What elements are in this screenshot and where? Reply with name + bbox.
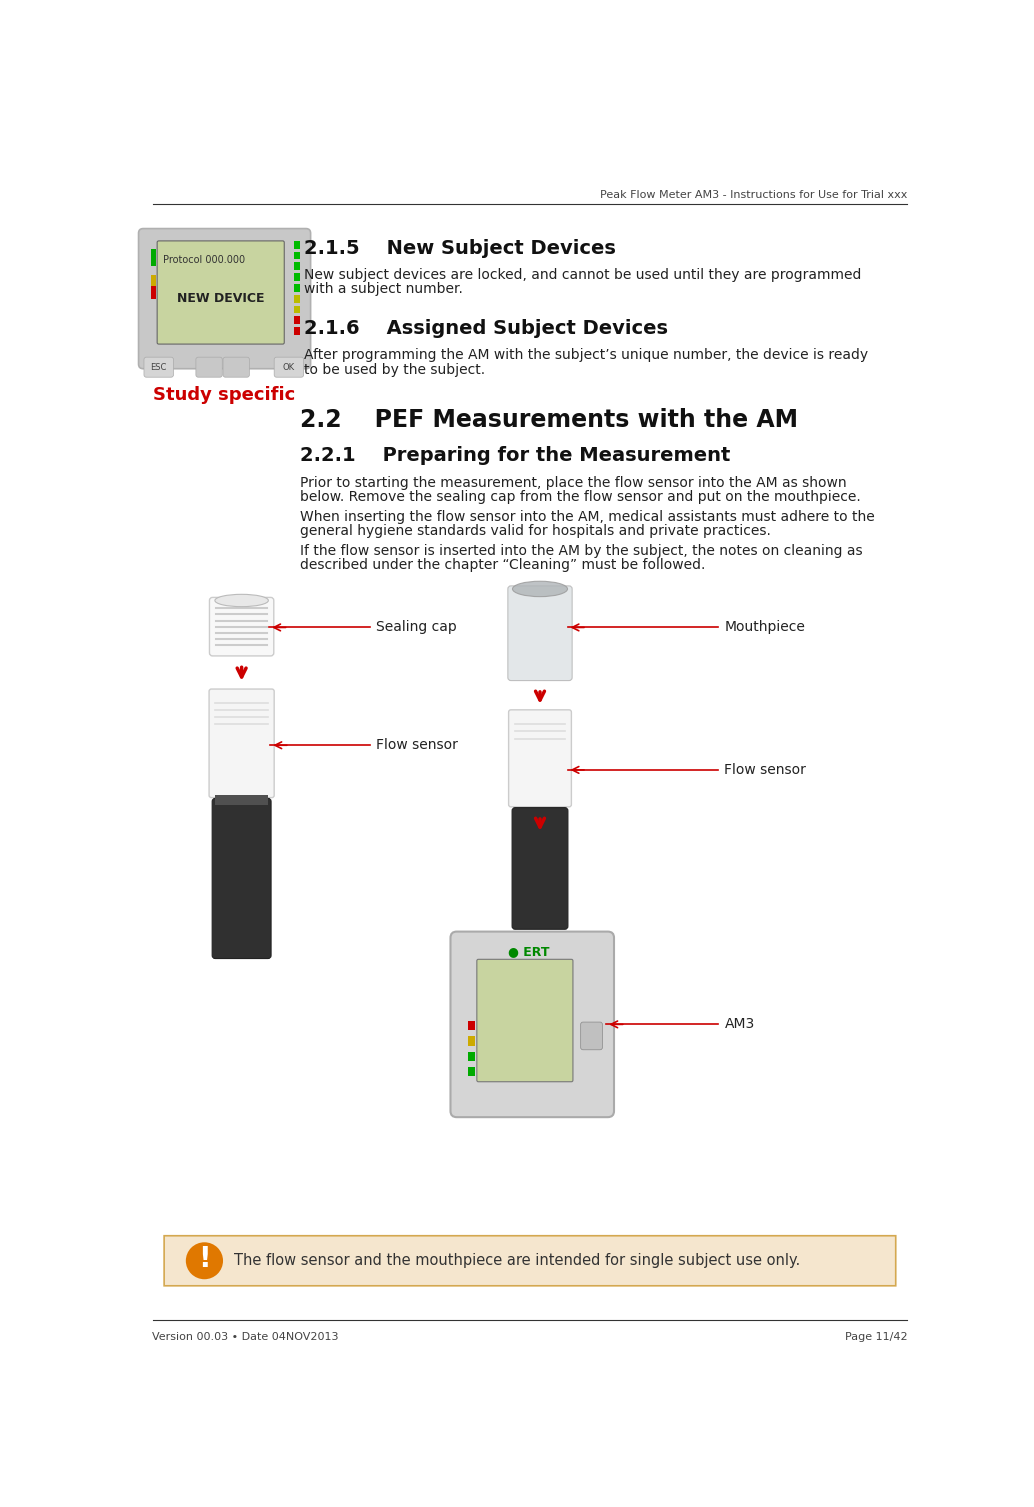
Text: AM3: AM3 [725, 1017, 755, 1031]
Text: Mouthpiece: Mouthpiece [725, 621, 805, 634]
Text: After programming the AM with the subject’s unique number, the device is ready: After programming the AM with the subjec… [304, 348, 868, 362]
FancyBboxPatch shape [512, 808, 568, 930]
Text: to be used by the subject.: to be used by the subject. [304, 363, 485, 377]
Text: Protocol 000.000: Protocol 000.000 [163, 255, 245, 265]
Bar [467, 1020, 476, 1031]
FancyBboxPatch shape [195, 357, 222, 377]
Ellipse shape [215, 594, 269, 607]
FancyBboxPatch shape [157, 241, 284, 344]
FancyBboxPatch shape [144, 357, 174, 377]
Text: New subject devices are locked, and cannot be used until they are programmed: New subject devices are locked, and cann… [304, 268, 861, 282]
Text: Sealing cap: Sealing cap [375, 621, 456, 634]
Text: Flow sensor: Flow sensor [375, 738, 458, 752]
Text: Version 00.03 • Date 04NOV2013: Version 00.03 • Date 04NOV2013 [152, 1332, 339, 1343]
Text: NEW DEVICE: NEW DEVICE [177, 292, 265, 304]
Text: Prior to starting the measurement, place the flow sensor into the AM as shown: Prior to starting the measurement, place… [300, 476, 847, 490]
Text: 2.2    PEF Measurements with the AM: 2.2 PEF Measurements with the AM [300, 408, 798, 433]
Text: The flow sensor and the mouthpiece are intended for single subject use only.: The flow sensor and the mouthpiece are i… [234, 1254, 800, 1269]
Text: 2.1.6    Assigned Subject Devices: 2.1.6 Assigned Subject Devices [304, 318, 668, 338]
FancyBboxPatch shape [210, 597, 274, 656]
Bar [467, 1037, 476, 1046]
Text: Peak Flow Meter AM3 - Instructions for Use for Trial xxx: Peak Flow Meter AM3 - Instructions for U… [600, 190, 908, 200]
Text: 2.2.1    Preparing for the Measurement: 2.2.1 Preparing for the Measurement [300, 446, 730, 466]
FancyBboxPatch shape [164, 1236, 895, 1285]
FancyBboxPatch shape [509, 710, 572, 806]
Bar [294, 273, 300, 280]
FancyBboxPatch shape [451, 931, 614, 1117]
Ellipse shape [513, 582, 568, 597]
FancyBboxPatch shape [274, 357, 304, 377]
Bar [294, 295, 300, 303]
Text: described under the chapter “Cleaning” must be followed.: described under the chapter “Cleaning” m… [300, 558, 705, 573]
Bar [294, 241, 300, 249]
Bar [294, 316, 300, 324]
Bar [151, 249, 156, 265]
Text: If the flow sensor is inserted into the AM by the subject, the notes on cleaning: If the flow sensor is inserted into the … [300, 544, 862, 558]
Text: Flow sensor: Flow sensor [725, 763, 807, 778]
Bar [151, 285, 156, 300]
FancyBboxPatch shape [508, 586, 572, 681]
Text: OK: OK [283, 363, 295, 372]
Text: below. Remove the sealing cap from the flow sensor and put on the mouthpiece.: below. Remove the sealing cap from the f… [300, 490, 860, 505]
FancyBboxPatch shape [223, 357, 249, 377]
Text: !: ! [199, 1245, 211, 1273]
Text: ESC: ESC [151, 363, 166, 372]
FancyBboxPatch shape [212, 799, 271, 958]
Text: 2.1.5    New Subject Devices: 2.1.5 New Subject Devices [304, 238, 615, 258]
FancyBboxPatch shape [209, 689, 274, 797]
Circle shape [186, 1242, 223, 1279]
Bar [294, 283, 300, 292]
Bar [294, 306, 300, 313]
Bar [294, 262, 300, 270]
Text: general hygiene standards valid for hospitals and private practices.: general hygiene standards valid for hosp… [300, 524, 770, 538]
Text: Study specific: Study specific [153, 386, 296, 404]
Bar [151, 274, 156, 285]
Text: ● ERT: ● ERT [508, 945, 549, 958]
Bar [294, 252, 300, 259]
Text: with a subject number.: with a subject number. [304, 282, 462, 297]
Bar [215, 796, 268, 805]
Text: Page 11/42: Page 11/42 [845, 1332, 908, 1343]
Bar [467, 1052, 476, 1061]
FancyBboxPatch shape [581, 1022, 603, 1050]
FancyBboxPatch shape [139, 229, 310, 369]
Bar [294, 327, 300, 335]
Bar [467, 1067, 476, 1076]
Text: When inserting the flow sensor into the AM, medical assistants must adhere to th: When inserting the flow sensor into the … [300, 509, 875, 523]
FancyBboxPatch shape [477, 960, 573, 1082]
